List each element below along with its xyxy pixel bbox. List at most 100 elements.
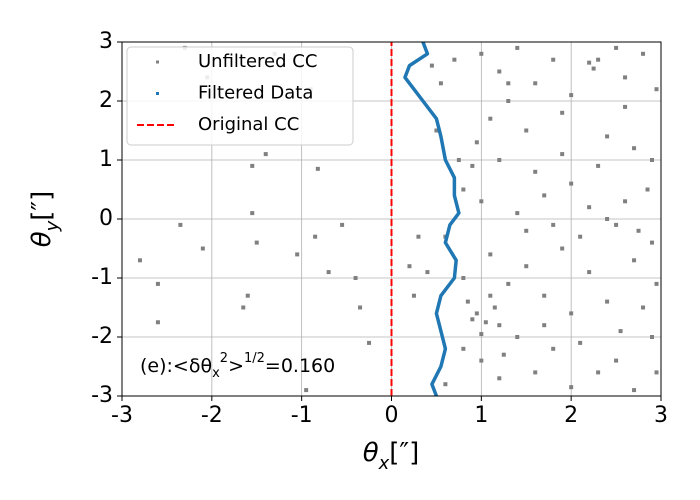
legend-swatch bbox=[156, 92, 159, 95]
annotation: (e):<δθx2>1/2=0.160 bbox=[140, 351, 335, 381]
point bbox=[605, 134, 610, 139]
legend-box bbox=[126, 46, 354, 146]
point bbox=[407, 264, 412, 269]
point bbox=[506, 281, 511, 286]
point bbox=[411, 293, 416, 298]
point bbox=[515, 45, 520, 50]
point bbox=[443, 382, 448, 387]
point bbox=[591, 66, 596, 71]
point bbox=[542, 323, 547, 328]
point bbox=[456, 158, 461, 162]
point bbox=[551, 222, 556, 227]
point bbox=[632, 146, 637, 151]
point bbox=[474, 311, 479, 316]
legend-label: Filtered Data bbox=[198, 83, 313, 104]
point bbox=[650, 158, 655, 162]
point bbox=[524, 264, 529, 269]
point bbox=[326, 270, 331, 275]
point bbox=[587, 205, 592, 210]
x-label-sub: x bbox=[378, 453, 390, 474]
plot-frame bbox=[121, 41, 662, 397]
point bbox=[641, 305, 646, 310]
y-label-suffix: [″] bbox=[27, 191, 57, 221]
point bbox=[367, 340, 372, 345]
x-tick-label: 1 bbox=[474, 403, 488, 428]
point bbox=[614, 45, 619, 50]
x-axis-label: θx[″] bbox=[363, 438, 420, 474]
point bbox=[483, 320, 488, 325]
point bbox=[470, 163, 475, 168]
x-label-suffix: [″] bbox=[389, 438, 419, 468]
point bbox=[560, 152, 565, 157]
point bbox=[596, 57, 601, 62]
point bbox=[551, 57, 556, 62]
point bbox=[524, 228, 529, 233]
point bbox=[245, 293, 250, 298]
y-label-sub: y bbox=[42, 220, 63, 232]
y-axis-label: θy[″] bbox=[27, 191, 63, 248]
point bbox=[654, 87, 659, 92]
point bbox=[623, 75, 628, 80]
point bbox=[533, 81, 538, 86]
point bbox=[596, 370, 601, 375]
y-tick-label: 0 bbox=[99, 206, 113, 231]
point bbox=[614, 358, 619, 363]
point bbox=[250, 211, 255, 216]
point bbox=[155, 320, 160, 325]
point bbox=[488, 116, 493, 121]
legend-label: Original CC bbox=[198, 114, 299, 135]
legend-swatch bbox=[156, 60, 159, 64]
point bbox=[434, 128, 439, 133]
point bbox=[497, 69, 502, 74]
point bbox=[645, 187, 650, 192]
annotation-sup2: 1/2 bbox=[244, 351, 265, 366]
point bbox=[263, 152, 268, 157]
point bbox=[542, 193, 547, 198]
point bbox=[605, 299, 610, 304]
point bbox=[501, 352, 506, 357]
x-tick-label: -3 bbox=[111, 403, 133, 428]
point bbox=[358, 305, 363, 310]
trace bbox=[403, 41, 461, 397]
point bbox=[569, 311, 574, 316]
point bbox=[654, 370, 659, 375]
point bbox=[587, 60, 592, 65]
x-tick-label: 2 bbox=[564, 403, 578, 428]
point bbox=[465, 299, 470, 304]
point bbox=[578, 234, 583, 239]
point bbox=[492, 305, 497, 310]
x-tick-label: 3 bbox=[654, 403, 668, 428]
point bbox=[461, 346, 466, 351]
point bbox=[474, 140, 479, 145]
point bbox=[578, 340, 583, 345]
point bbox=[250, 163, 255, 168]
point bbox=[542, 293, 547, 298]
point bbox=[479, 332, 484, 337]
annotation-sup: 2 bbox=[220, 351, 228, 366]
point bbox=[340, 222, 345, 227]
x-label-base: θ bbox=[363, 438, 379, 468]
point bbox=[461, 187, 466, 192]
legend-label: Unfiltered CC bbox=[198, 51, 317, 72]
point bbox=[241, 305, 246, 310]
annotation-suffix: =0.160 bbox=[265, 355, 335, 377]
x-tick-label: 0 bbox=[385, 403, 399, 428]
point bbox=[618, 329, 623, 334]
point bbox=[438, 81, 443, 86]
point bbox=[452, 57, 457, 62]
point bbox=[479, 358, 484, 363]
point bbox=[551, 346, 556, 351]
point bbox=[497, 323, 502, 328]
point bbox=[623, 199, 628, 204]
point bbox=[506, 81, 511, 86]
point bbox=[654, 281, 659, 286]
point bbox=[515, 211, 520, 216]
point bbox=[479, 199, 484, 204]
point bbox=[313, 234, 318, 239]
y-label-base: θ bbox=[27, 231, 57, 247]
annotation-sub: x bbox=[212, 366, 220, 381]
point bbox=[515, 335, 520, 339]
point bbox=[488, 293, 493, 298]
point bbox=[295, 252, 300, 257]
point bbox=[315, 166, 320, 171]
